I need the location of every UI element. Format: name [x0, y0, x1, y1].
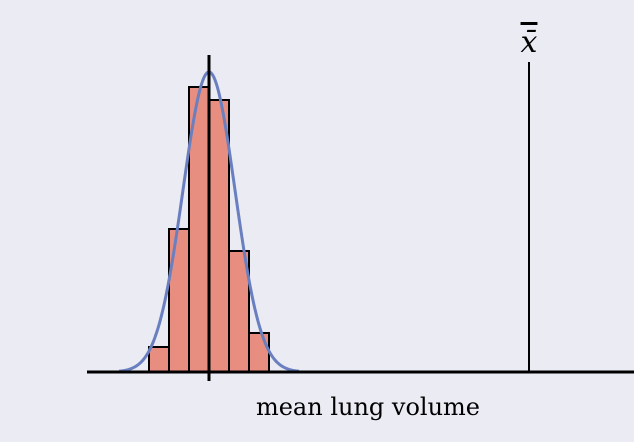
histogram-bar: [248, 332, 270, 373]
xbar-label: x̄: [521, 25, 538, 60]
x-axis-label: mean lung volume: [256, 393, 480, 421]
histogram-bar: [148, 346, 170, 373]
histogram-bar: [168, 228, 190, 373]
histogram-bar: [208, 99, 230, 373]
histogram-bars: [148, 86, 270, 373]
